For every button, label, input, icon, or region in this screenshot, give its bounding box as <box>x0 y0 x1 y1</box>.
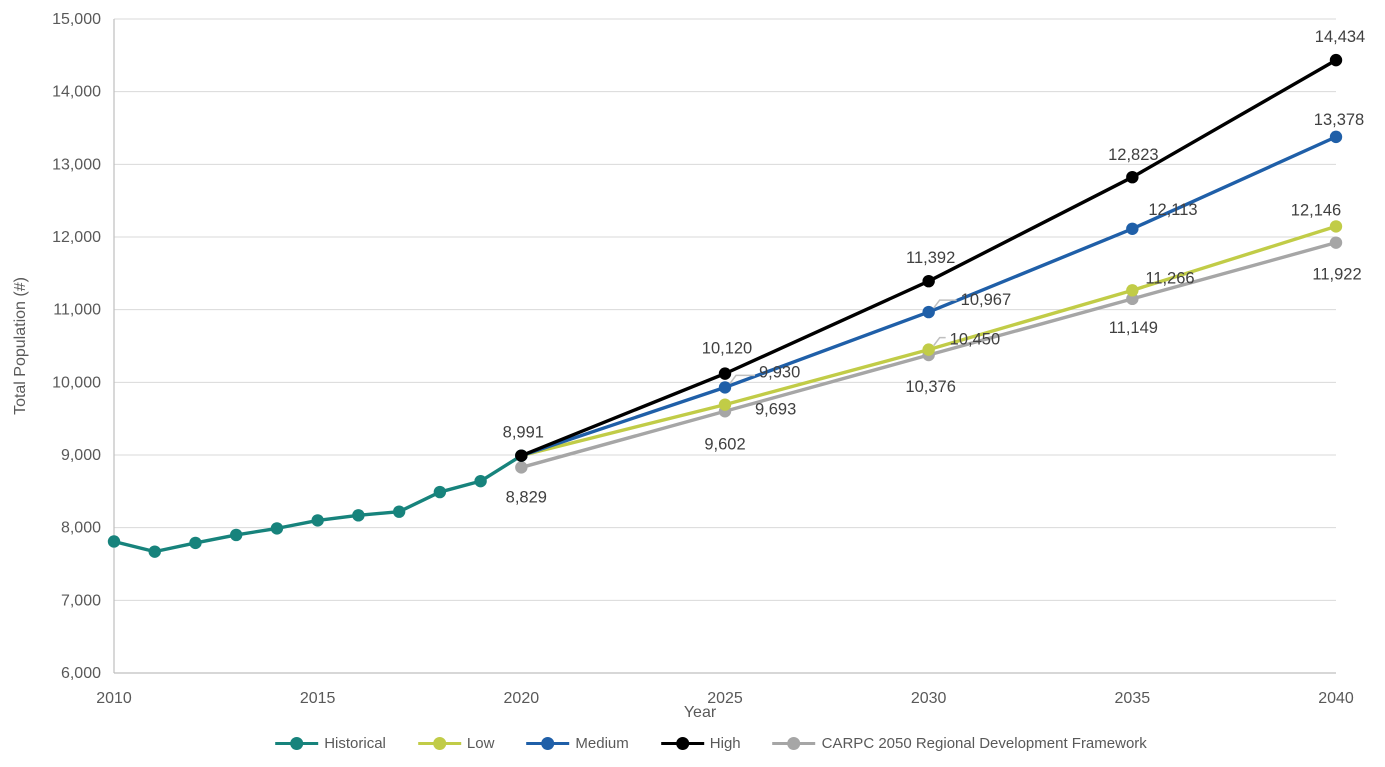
y-tick-label: 6,000 <box>61 665 101 682</box>
y-tick-label: 13,000 <box>52 156 101 173</box>
historical-legend-marker-icon <box>275 737 319 751</box>
carpc-2050-regional-development-framework-data-label-2030: 10,376 <box>905 378 955 396</box>
medium-label-leader <box>933 299 957 309</box>
legend-item-medium: Medium <box>526 735 629 752</box>
high-point-2040 <box>1329 53 1343 67</box>
high-data-label-2040: 14,434 <box>1315 28 1365 46</box>
historical-point-2017 <box>392 505 406 518</box>
carpc-2050-regional-development-framework-data-label-2025: 9,602 <box>704 435 745 453</box>
legend-label-carpc-2050-regional-development-framework: CARPC 2050 Regional Development Framewor… <box>821 735 1147 752</box>
low-legend-marker-icon <box>417 737 461 751</box>
legend-dot-swatch <box>290 737 304 750</box>
low-point-2030 <box>922 343 935 356</box>
x-axis-title: Year <box>683 704 717 721</box>
high-data-label-2035: 12,823 <box>1108 146 1158 164</box>
y-tick-label: 14,000 <box>52 84 101 101</box>
legend-dot-swatch <box>787 737 801 750</box>
legend: Historical Low Medium High CARPC 2050 Region… <box>275 735 1147 752</box>
medium-point-2025 <box>718 381 732 394</box>
medium-point-2030 <box>922 305 935 319</box>
high-point-2020 <box>515 449 528 462</box>
carpc-2050-regional-development-framework-point-2020 <box>515 461 528 474</box>
y-tick-label: 12,000 <box>52 229 101 246</box>
y-axis-title: Total Population (#) <box>12 277 29 415</box>
legend-item-low: Low <box>417 735 495 752</box>
high-data-label-2030: 11,392 <box>906 249 955 267</box>
x-tick-label: 2035 <box>1115 690 1151 707</box>
historical-point-2018 <box>433 485 447 499</box>
low-data-label-2035: 11,266 <box>1145 269 1194 287</box>
high-point-2025 <box>718 367 732 380</box>
historical-point-2012 <box>189 536 202 550</box>
legend-dot-swatch <box>541 737 555 750</box>
x-tick-label: 2015 <box>300 690 336 707</box>
medium-data-label-2030: 10,967 <box>961 291 1011 309</box>
carpc-2050-regional-development-framework-data-label-2020: 8,829 <box>506 488 547 506</box>
historical-point-2016 <box>352 509 365 522</box>
high-data-label-2020: 8,991 <box>503 424 544 442</box>
carpc-2050-regional-development-framework-data-label-2040: 11,922 <box>1312 266 1361 284</box>
medium-point-2040 <box>1329 130 1343 144</box>
medium-label-leader <box>729 374 755 384</box>
carpc-2050-regional-development-framework-point-2035 <box>1126 292 1139 306</box>
historical-point-2010 <box>107 535 121 548</box>
y-tick-label: 9,000 <box>61 447 101 464</box>
legend-label-medium: Medium <box>575 735 629 752</box>
legend-dot-swatch <box>675 737 689 750</box>
y-tick-label: 7,000 <box>61 592 101 609</box>
low-point-2025 <box>718 398 732 411</box>
historical-point-2011 <box>148 545 161 558</box>
historical-point-2014 <box>270 522 284 535</box>
x-tick-label: 2010 <box>96 690 132 707</box>
x-tick-label: 2020 <box>504 690 540 707</box>
x-tick-label: 2040 <box>1318 690 1354 707</box>
legend-label-historical: Historical <box>324 735 386 752</box>
y-tick-label: 10,000 <box>52 374 101 391</box>
medium-data-label-2025: 9,930 <box>759 363 800 381</box>
historical-line <box>112 453 524 554</box>
carpc-2050-regional-development-framework-data-label-2035: 11,149 <box>1109 319 1158 337</box>
y-tick-label: 15,000 <box>52 11 101 28</box>
y-tick-label: 8,000 <box>61 520 101 537</box>
low-point-2035 <box>1126 284 1139 297</box>
medium-point-2035 <box>1126 222 1139 235</box>
legend-label-low: Low <box>466 735 495 752</box>
high-data-label-2025: 10,120 <box>702 340 752 358</box>
legend-item-high: High <box>660 735 741 752</box>
low-label-leader <box>933 336 946 347</box>
legend-dot-swatch <box>432 737 446 750</box>
historical-point-2015 <box>311 514 324 527</box>
high-point-2035 <box>1126 170 1139 184</box>
medium-data-label-2040: 13,378 <box>1314 111 1364 129</box>
high-legend-marker-icon <box>660 737 704 751</box>
low-data-label-2040: 12,146 <box>1291 201 1341 219</box>
x-tick-label: 2030 <box>911 690 947 707</box>
low-data-label-2025: 9,693 <box>755 401 796 419</box>
x-tick-label: 2025 <box>707 690 743 707</box>
historical-point-2013 <box>230 528 243 542</box>
legend-item-carpc-2050-regional-development-framework: CARPC 2050 Regional Development Framewor… <box>772 735 1147 752</box>
low-point-2040 <box>1329 220 1343 233</box>
medium-data-label-2035: 12,113 <box>1148 201 1197 219</box>
carpc-2050-regional-development-framework-legend-marker-icon <box>772 737 816 751</box>
low-data-label-2030: 10,450 <box>950 331 1000 349</box>
carpc-2050-regional-development-framework-point-2040 <box>1329 236 1343 249</box>
y-tick-label: 11,000 <box>53 302 101 319</box>
medium-legend-marker-icon <box>526 737 570 751</box>
legend-label-high: High <box>709 735 741 752</box>
legend-item-historical: Historical <box>275 735 386 752</box>
high-point-2030 <box>922 274 935 288</box>
historical-point-2019 <box>474 474 487 488</box>
